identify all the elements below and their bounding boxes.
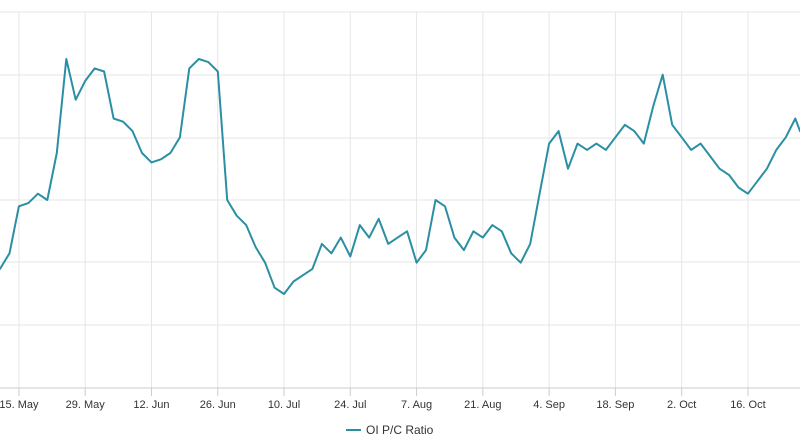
legend-label[interactable]: OI P/C Ratio bbox=[366, 423, 434, 437]
x-tick-label: 4. Sep bbox=[533, 399, 565, 411]
series-line bbox=[0, 58, 800, 295]
x-tick-label: 12. Jun bbox=[133, 399, 169, 411]
x-tick-label: 18. Sep bbox=[596, 399, 634, 411]
x-tick-label: 2. Oct bbox=[667, 399, 696, 411]
x-tick-label: 24. Jul bbox=[334, 399, 366, 411]
series-group bbox=[0, 58, 800, 295]
x-axis: 15. May 29. May 12. Jun 26. Jun 10. Jul 24. J… bbox=[0, 387, 800, 411]
x-tick-label: 21. Aug bbox=[464, 399, 501, 411]
x-tick-label: 29. May bbox=[66, 399, 106, 411]
x-tick-label: 26. Jun bbox=[200, 399, 236, 411]
grid-lines bbox=[0, 11, 800, 389]
legend[interactable]: OI P/C Ratio bbox=[346, 423, 434, 437]
x-tick-label: 10. Jul bbox=[268, 399, 300, 411]
x-tick-label: 15. May bbox=[0, 399, 39, 411]
x-tick-label: 16. Oct bbox=[730, 399, 765, 411]
x-tick-label: 7. Aug bbox=[401, 399, 432, 411]
